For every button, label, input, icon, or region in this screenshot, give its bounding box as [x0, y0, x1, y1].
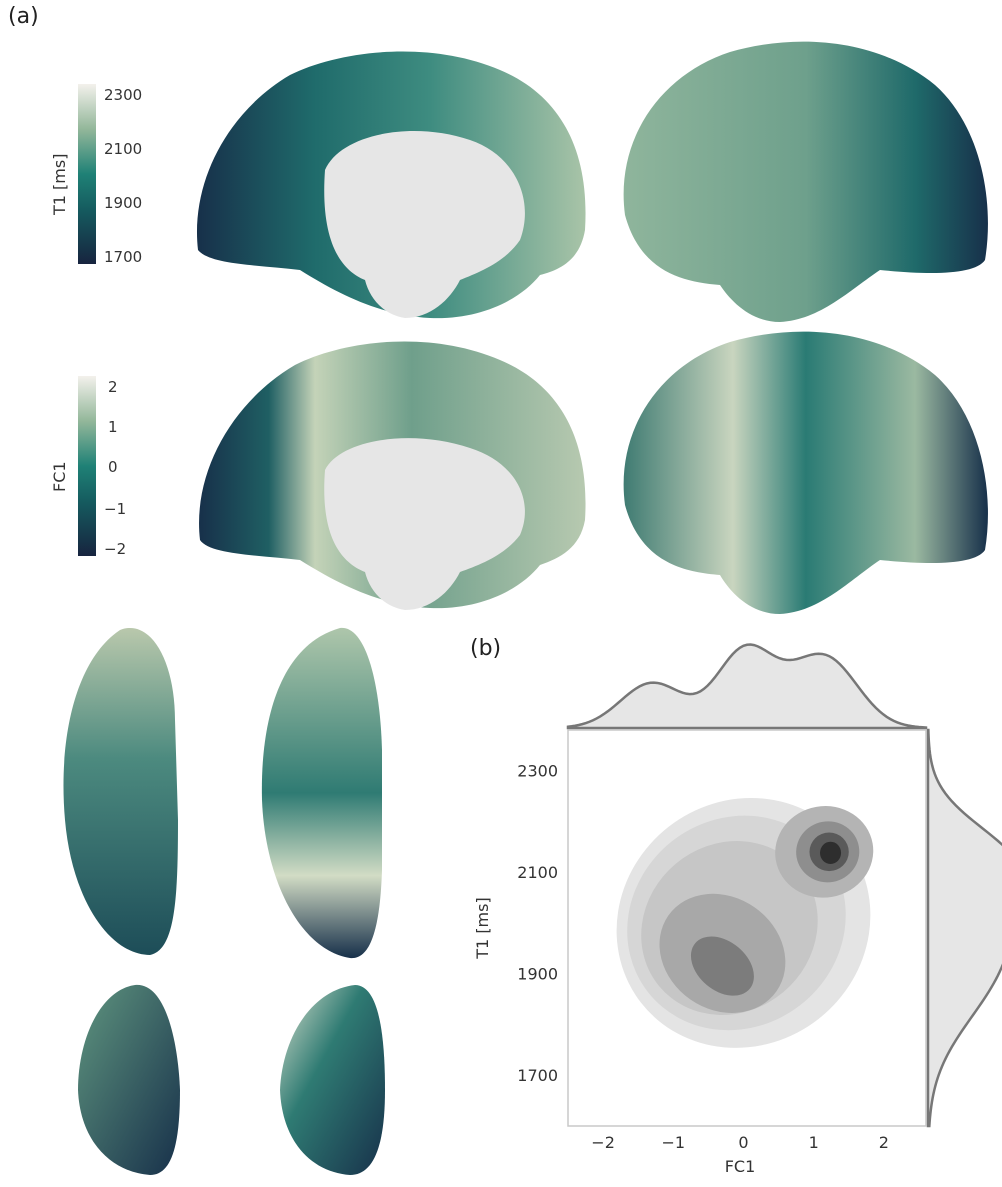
fc1-tick-neg1: −1 — [104, 500, 127, 518]
fc1-tick-1: 1 — [108, 418, 118, 436]
brain-dorsal-t1 — [63, 627, 178, 955]
density-contours — [616, 797, 874, 1048]
fc1-tick-0: 0 — [108, 458, 118, 476]
x-tick-label: −1 — [661, 1133, 685, 1152]
fc1-tick-neg2: −2 — [104, 540, 127, 558]
fc1-colorbar — [78, 376, 96, 556]
plot-frame — [567, 729, 927, 1127]
t1-tick-1900: 1900 — [104, 194, 143, 212]
brain-dorsal-fc1 — [261, 627, 382, 959]
fc1-tick-2: 2 — [108, 378, 118, 396]
density-contour — [820, 841, 842, 865]
t1-tick-2100: 2100 — [104, 140, 143, 158]
panel-b-label: (b) — [470, 636, 502, 661]
x-tick-label: 0 — [738, 1133, 748, 1152]
x-axis-ticks: −2 −1 0 1 2 — [591, 1133, 889, 1152]
x-tick-label: 1 — [809, 1133, 819, 1152]
y-tick-label: 1900 — [517, 965, 558, 984]
y-tick-label: 2300 — [517, 762, 558, 781]
y-tick-label: 2100 — [517, 863, 558, 882]
y-axis-label: T1 [ms] — [473, 897, 492, 959]
marginal-y-curve — [926, 728, 1002, 1128]
brain-frontal-fc1 — [280, 985, 385, 1175]
brain-lateral-t1 — [623, 41, 988, 323]
marginal-x-curve — [566, 643, 928, 730]
x-axis-label: FC1 — [725, 1157, 756, 1176]
y-tick-label: 1700 — [517, 1066, 558, 1085]
t1-tick-2300: 2300 — [104, 86, 143, 104]
y-axis-ticks: 2300 2100 1900 1700 — [517, 762, 558, 1086]
brain-frontal-t1 — [78, 984, 180, 1175]
density-contour — [690, 936, 754, 996]
panel-a-label: (a) — [8, 4, 39, 29]
x-tick-label: 2 — [879, 1133, 889, 1152]
marginal-density-x — [566, 643, 928, 730]
x-tick-label: −2 — [591, 1133, 615, 1152]
t1-tick-1700: 1700 — [104, 248, 143, 266]
t1-colorbar — [78, 84, 96, 264]
marginal-density-y — [926, 728, 1002, 1128]
brain-lateral-fc1 — [623, 331, 988, 614]
